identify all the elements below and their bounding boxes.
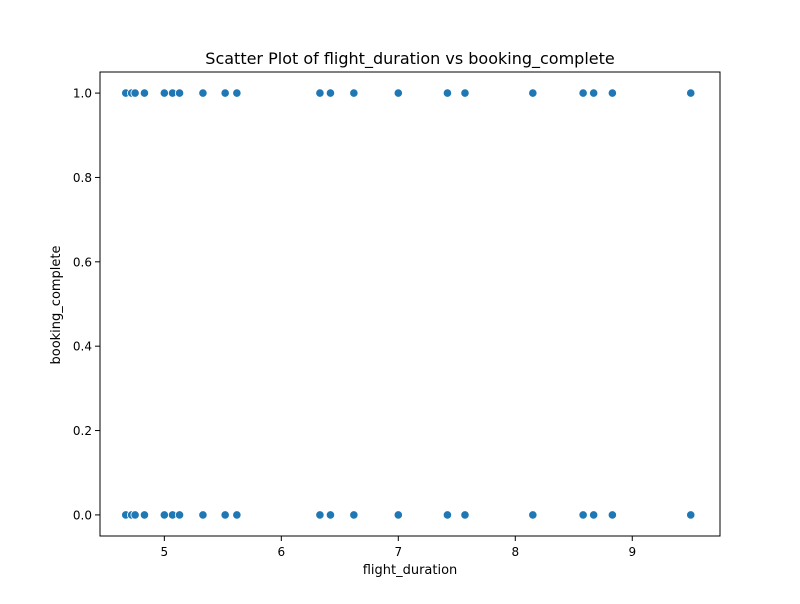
x-tick-label: 5 — [161, 545, 169, 559]
data-point — [528, 88, 538, 98]
plot-area — [99, 71, 721, 537]
y-tick-label: 0.0 — [73, 508, 92, 522]
data-point — [174, 88, 185, 98]
data-point — [232, 510, 242, 520]
data-point — [607, 510, 617, 520]
data-point — [442, 510, 453, 520]
data-point — [460, 510, 470, 520]
x-axis: 5 6 7 8 9 — [161, 536, 636, 559]
data-point — [130, 88, 140, 98]
chart-title: Scatter Plot of flight_duration vs booki… — [205, 49, 614, 69]
y-tick-label: 0.6 — [73, 255, 92, 269]
y-tick-label: 0.4 — [73, 340, 92, 354]
data-point — [578, 88, 588, 98]
data-point — [589, 510, 599, 520]
data-point — [442, 88, 453, 98]
data-point — [139, 88, 150, 98]
y-axis-label: booking_complete — [49, 245, 64, 364]
data-point — [139, 510, 150, 520]
data-point — [393, 88, 403, 98]
y-tick-label: 0.2 — [73, 424, 92, 438]
data-point — [315, 510, 325, 520]
data-point — [232, 88, 242, 98]
data-point — [325, 88, 336, 98]
x-tick-label: 6 — [278, 545, 286, 559]
x-tick-label: 9 — [628, 545, 636, 559]
plot-frame — [99, 71, 721, 537]
data-point — [159, 88, 169, 98]
data-point — [589, 88, 599, 98]
plot-background — [100, 72, 720, 536]
data-point — [607, 88, 617, 98]
data-point — [528, 510, 538, 520]
data-point — [349, 88, 359, 98]
data-point — [578, 510, 588, 520]
y-tick-label: 0.8 — [73, 171, 92, 185]
data-point — [686, 88, 696, 98]
x-axis-label: flight_duration — [363, 563, 458, 578]
y-axis: 0.0 0.2 0.4 0.6 0.8 1.0 — [73, 87, 100, 522]
data-point — [220, 88, 230, 98]
data-point — [198, 510, 208, 520]
data-points — [121, 88, 696, 520]
data-point — [220, 510, 230, 520]
x-tick-label: 8 — [511, 545, 519, 559]
data-point — [325, 510, 336, 520]
data-point — [349, 510, 359, 520]
data-point — [174, 510, 185, 520]
data-point — [686, 510, 696, 520]
data-point — [315, 88, 325, 98]
data-point — [198, 88, 208, 98]
data-point — [393, 510, 403, 520]
data-point — [130, 510, 140, 520]
data-point — [460, 88, 470, 98]
x-tick-label: 7 — [394, 545, 402, 559]
data-point — [159, 510, 169, 520]
y-tick-label: 1.0 — [73, 87, 92, 101]
